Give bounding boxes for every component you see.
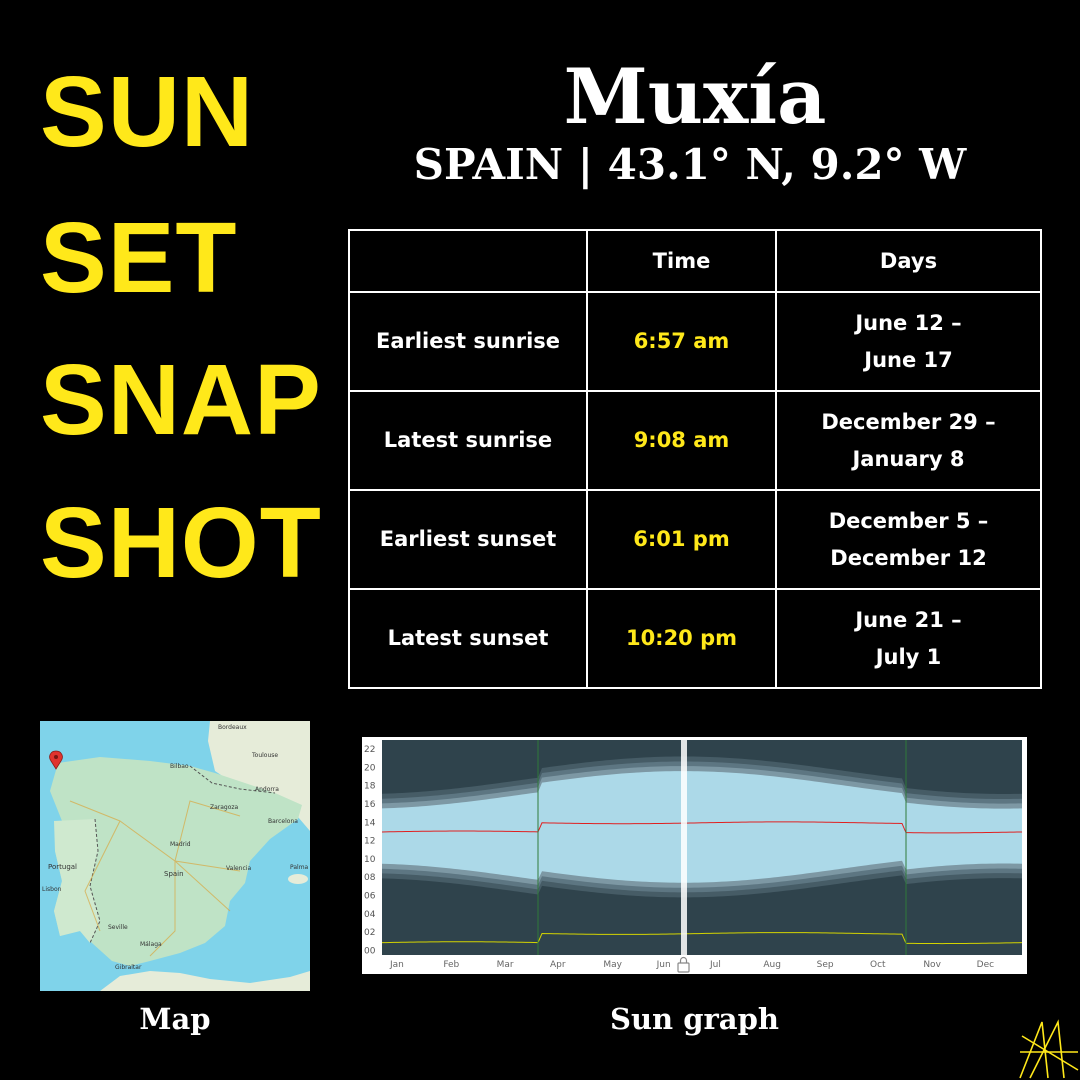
table-header-row: Time Days [348,229,1042,293]
lock-icon [677,956,690,973]
map-place-label: Málaga [140,941,162,948]
y-tick-label: 02 [364,928,375,938]
table-row: Earliest sunset 6:01 pm December 5 – Dece… [348,489,1042,590]
map-place-label: Bordeaux [218,724,247,731]
map-place-label: Barcelona [268,818,298,825]
y-tick-label: 18 [364,782,376,792]
solar-midnight-line [537,932,907,944]
sun-graph: 22 20 18 16 14 12 10 08 06 04 02 00 Jan Feb Mar Apr May… [362,737,1027,974]
solar-noon-line [905,831,1023,834]
month-label: Jun [656,960,671,970]
month-label: Apr [550,960,566,970]
map-place-label: Zaragoza [210,804,239,811]
row-label: Earliest sunset [348,489,588,590]
map-place-label: Toulouse [251,752,278,759]
row-label: Latest sunset [348,588,588,689]
today-marker [681,740,687,955]
month-label: Feb [443,960,459,970]
sun-graph-label: Sun graph [610,1002,779,1036]
solar-noon-line [537,821,907,833]
map-pin-icon [49,750,63,770]
y-tick-label: 10 [364,855,376,865]
month-label: Nov [923,960,941,970]
row-time: 10:20 pm [586,588,777,689]
y-tick-label: 04 [364,910,376,920]
days-line: July 1 [875,644,942,669]
row-time: 9:08 am [586,390,777,491]
month-label: Sep [817,960,834,970]
map-place-label: Madrid [170,841,191,848]
month-label: Aug [763,960,781,970]
row-time: 6:57 am [586,291,777,392]
daylight-band [382,771,1022,883]
table-row: Earliest sunrise 6:57 am June 12 – June 1… [348,291,1042,392]
y-tick-label: 00 [364,946,376,956]
row-days: June 21 – July 1 [775,588,1042,689]
row-label: Latest sunrise [348,390,588,491]
days-line: December 12 [830,545,987,570]
month-label: Dec [977,960,994,970]
y-tick-label: 12 [364,837,375,847]
location-subtitle: SPAIN | 43.1° N, 9.2° W [413,140,967,189]
y-tick-label: 20 [364,763,376,773]
map-place-label: Lisbon [42,886,62,893]
title-word-sun: SUN [40,56,255,168]
map-place-label: Valencia [226,865,251,872]
days-line: June 21 – [855,607,962,632]
month-label: Jan [389,960,404,970]
table-header: Time [586,229,777,293]
month-label: Oct [870,960,886,970]
solar-midnight-line [905,942,1023,945]
star-logo-icon [1019,1019,1079,1079]
table-header: Days [775,229,1042,293]
y-tick-label: 06 [364,892,376,902]
days-line: June 12 – [855,310,962,335]
row-days: December 29 – January 8 [775,390,1042,491]
map-image: Bordeaux Toulouse Bilbao Andorra Zaragoz… [40,721,310,991]
days-line: December 5 – [828,508,989,533]
days-line: June 17 [864,347,953,372]
solar-noon-line [381,830,539,833]
y-tick-label: 16 [364,800,376,810]
month-label: May [603,960,622,970]
solar-midnight-line [381,941,539,944]
map-place-label: Portugal [48,863,77,871]
title-word-shot: SHOT [40,487,322,599]
month-label: Jul [709,960,721,970]
map-label: Map [139,1002,211,1036]
days-line: December 29 – [821,409,996,434]
map-place-label: Palma [290,864,309,871]
city-name: Muxía [563,52,827,141]
y-tick-label: 08 [364,873,376,883]
y-tick-label: 22 [364,745,375,755]
sun-times-table: Time Days Earliest sunrise 6:57 am June … [348,229,1042,689]
map-place-label: Seville [108,924,128,931]
row-label: Earliest sunrise [348,291,588,392]
table-header [348,229,588,293]
title-word-snap: SNAP [40,344,322,456]
row-time: 6:01 pm [586,489,777,590]
table-row: Latest sunset 10:20 pm June 21 – July 1 [348,588,1042,689]
map-place-label: Spain [164,870,184,878]
map-place-label: Gibraltar [115,964,142,971]
month-label: Mar [497,960,514,970]
map-place-label: Bilbao [170,763,189,770]
y-tick-label: 14 [364,818,376,828]
table-row: Latest sunrise 9:08 am December 29 – Janu… [348,390,1042,491]
row-days: June 12 – June 17 [775,291,1042,392]
title-word-set: SET [40,202,238,314]
days-line: January 8 [852,446,965,471]
map-place-label: Andorra [255,786,279,793]
row-days: December 5 – December 12 [775,489,1042,590]
